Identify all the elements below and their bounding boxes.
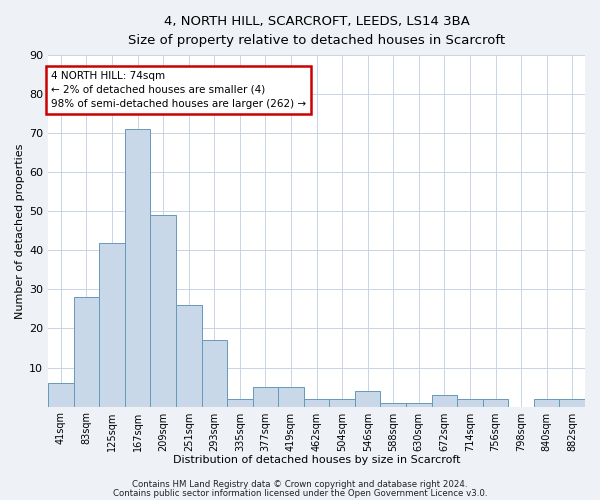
Text: Contains public sector information licensed under the Open Government Licence v3: Contains public sector information licen…: [113, 489, 487, 498]
Bar: [380, 402, 406, 406]
Bar: [483, 399, 508, 406]
Text: Contains HM Land Registry data © Crown copyright and database right 2024.: Contains HM Land Registry data © Crown c…: [132, 480, 468, 489]
Title: 4, NORTH HILL, SCARCROFT, LEEDS, LS14 3BA
Size of property relative to detached : 4, NORTH HILL, SCARCROFT, LEEDS, LS14 3B…: [128, 15, 505, 47]
Bar: [125, 130, 151, 406]
Bar: [406, 402, 431, 406]
Bar: [99, 242, 125, 406]
Bar: [278, 387, 304, 406]
Bar: [48, 383, 74, 406]
Text: 4 NORTH HILL: 74sqm
← 2% of detached houses are smaller (4)
98% of semi-detached: 4 NORTH HILL: 74sqm ← 2% of detached hou…: [51, 71, 306, 109]
Bar: [304, 399, 329, 406]
Bar: [355, 391, 380, 406]
X-axis label: Distribution of detached houses by size in Scarcroft: Distribution of detached houses by size …: [173, 455, 460, 465]
Bar: [176, 305, 202, 406]
Bar: [74, 297, 99, 406]
Bar: [431, 395, 457, 406]
Y-axis label: Number of detached properties: Number of detached properties: [15, 143, 25, 318]
Bar: [227, 399, 253, 406]
Bar: [253, 387, 278, 406]
Bar: [151, 215, 176, 406]
Bar: [202, 340, 227, 406]
Bar: [559, 399, 585, 406]
Bar: [329, 399, 355, 406]
Bar: [534, 399, 559, 406]
Bar: [457, 399, 483, 406]
